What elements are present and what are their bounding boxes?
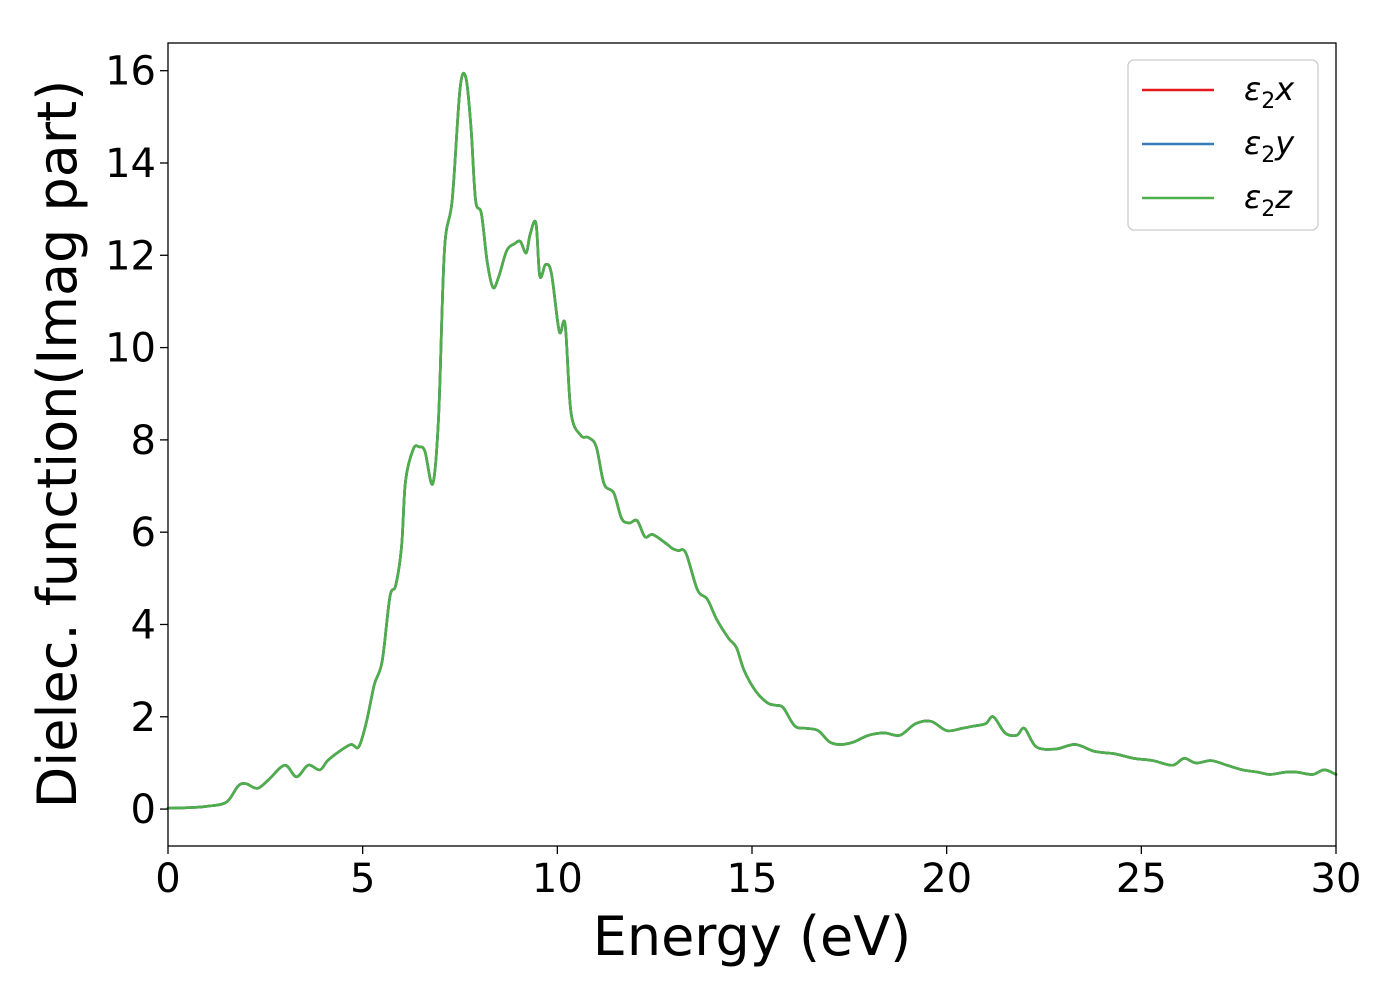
y-tick-label: 16 (105, 49, 156, 95)
y-tick-label: 14 (105, 141, 156, 187)
y-tick-label: 10 (105, 326, 156, 372)
y-axis-label: Dielec. function(Imag part) (26, 80, 89, 809)
plot-lines (166, 71, 1338, 810)
x-tick-label: 25 (1116, 856, 1167, 902)
x-axis-ticks: 0 5 10 15 20 25 30 (155, 846, 1361, 902)
x-tick-label: 30 (1311, 856, 1362, 902)
legend: ε2x ε2y ε2z (1127, 59, 1319, 231)
x-tick-label: 15 (727, 856, 778, 902)
legend-box (1127, 59, 1319, 231)
y-tick-label: 6 (131, 510, 156, 556)
x-tick-label: 5 (350, 856, 375, 902)
series-line-z (166, 71, 1338, 810)
y-tick-label: 0 (131, 787, 156, 833)
legend-label-y: ε2y (1244, 124, 1295, 168)
x-tick-label: 0 (155, 856, 180, 902)
legend-label-z: ε2z (1244, 178, 1293, 222)
x-tick-label: 10 (532, 856, 583, 902)
y-tick-label: 8 (131, 418, 156, 464)
x-tick-label: 20 (921, 856, 972, 902)
y-tick-label: 12 (105, 233, 156, 279)
y-tick-label: 4 (131, 602, 156, 648)
x-axis-label: Energy (eV) (593, 905, 912, 968)
y-axis-ticks: 0 2 4 6 8 10 12 14 16 (105, 49, 168, 833)
legend-label-x: ε2x (1244, 70, 1295, 114)
y-tick-label: 2 (131, 695, 156, 741)
